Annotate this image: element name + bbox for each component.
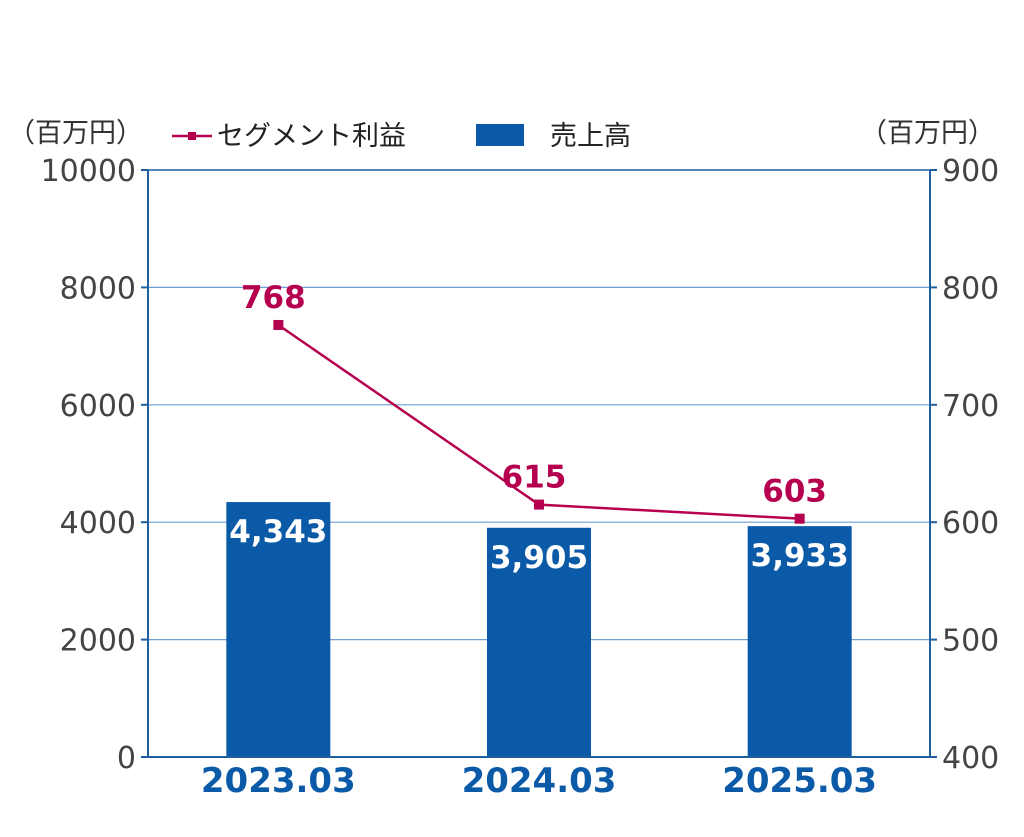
sales-bar-value-label: 3,905 <box>490 540 588 576</box>
left-tick-label: 6000 <box>60 389 136 424</box>
left-axis-unit-label: （百万円） <box>8 118 143 149</box>
bars <box>226 502 852 757</box>
right-tick-label: 500 <box>942 624 999 659</box>
category-label: 2025.03 <box>722 761 877 801</box>
profit-value-label: 615 <box>502 460 567 496</box>
legend-bar-swatch <box>476 124 524 146</box>
data-labels: 4,343 3,905 3,933 768 615 603 <box>229 280 848 576</box>
left-tick-label: 4000 <box>60 506 136 541</box>
profit-value-label: 768 <box>241 280 306 316</box>
category-label: 2024.03 <box>462 761 617 801</box>
profit-point <box>273 319 284 330</box>
right-tick-label: 400 <box>942 741 999 776</box>
axes <box>141 169 937 758</box>
legend: セグメント利益 売上高 <box>172 121 631 152</box>
right-tick-label: 700 <box>942 389 999 424</box>
left-tick-label: 2000 <box>60 624 136 659</box>
sales-bar-value-label: 3,933 <box>751 538 849 574</box>
sales-bar <box>226 502 331 757</box>
right-axis-unit-label: （百万円） <box>860 118 995 149</box>
right-tick-label: 800 <box>942 271 999 306</box>
sales-bar <box>747 526 852 757</box>
profit-point <box>794 513 805 524</box>
left-tick-label: 8000 <box>60 271 136 306</box>
left-tick-label: 10000 <box>41 154 136 189</box>
profit-line <box>273 319 805 524</box>
tick-labels: 0 2000 4000 6000 8000 10000 400 500 600 700 800 900… <box>41 154 1000 801</box>
category-label: 2023.03 <box>201 761 356 801</box>
right-tick-label: 900 <box>942 154 999 189</box>
legend-label-segment-profit: セグメント利益 <box>217 121 406 152</box>
left-tick-label: 0 <box>117 741 136 776</box>
legend-line-marker <box>188 132 196 140</box>
legend-label-sales: 売上高 <box>550 121 631 152</box>
profit-value-label: 603 <box>762 474 827 510</box>
sales-bar-value-label: 4,343 <box>229 514 327 550</box>
profit-point <box>534 499 544 510</box>
sales-bar <box>487 527 591 757</box>
right-tick-label: 600 <box>942 506 999 541</box>
